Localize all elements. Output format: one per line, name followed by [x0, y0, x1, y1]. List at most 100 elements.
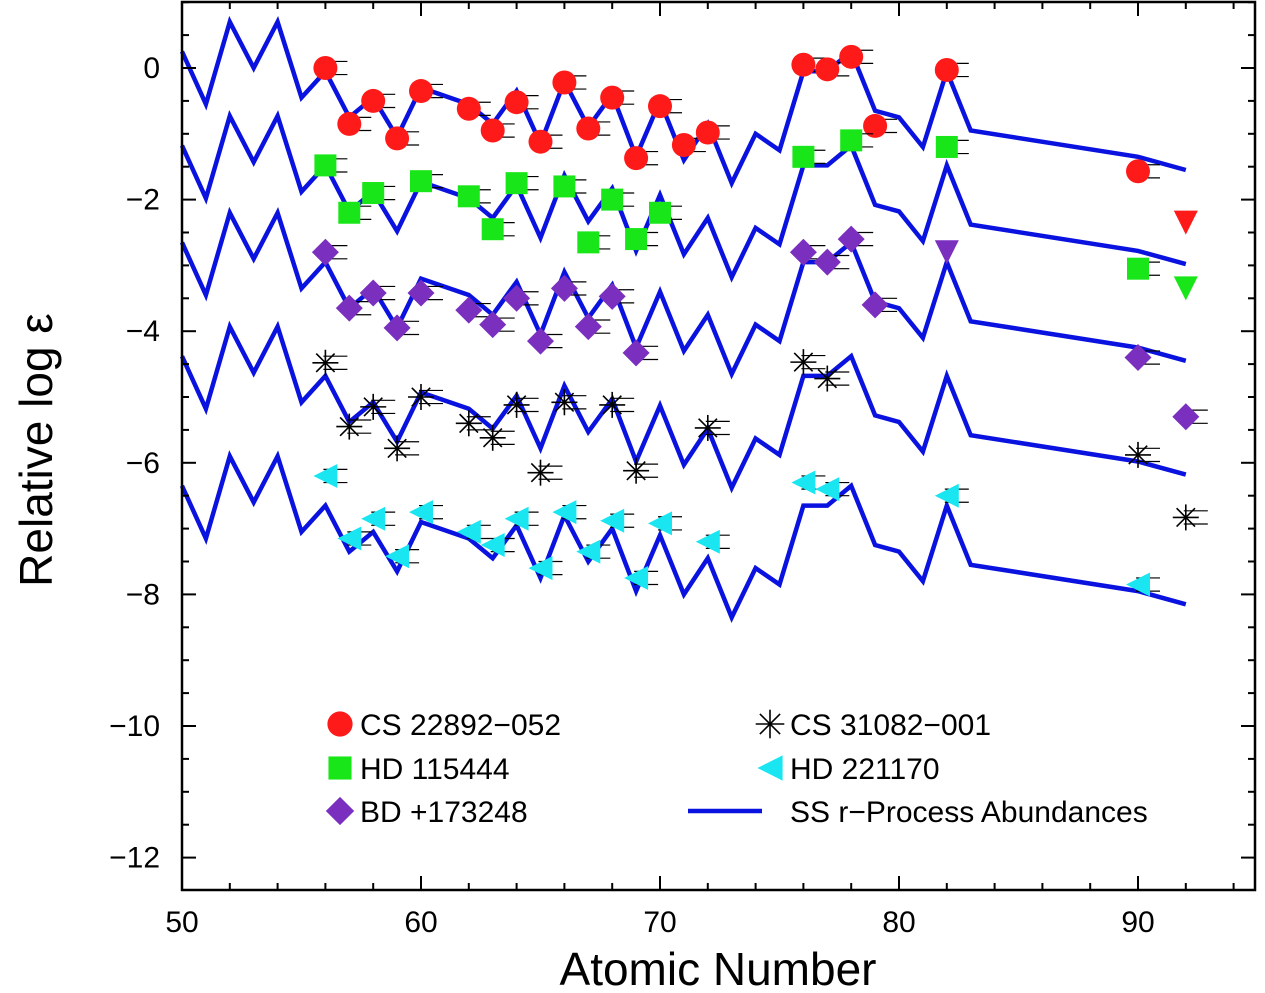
- y-tick-label: −6: [126, 447, 160, 480]
- data-point: [335, 294, 363, 322]
- data-point: [624, 146, 649, 171]
- data-point: [456, 519, 481, 544]
- data-point: [457, 185, 480, 208]
- upper-limit-point: [934, 240, 959, 265]
- data-point: [385, 126, 410, 151]
- data-point: [336, 413, 363, 440]
- x-tick-label: 90: [1121, 906, 1154, 939]
- y-tick-label: −2: [126, 184, 160, 217]
- data-point: [577, 231, 600, 254]
- y-tick-label: −4: [126, 315, 160, 348]
- data-point: [935, 135, 958, 158]
- legend-marker: [757, 755, 783, 781]
- data-point: [314, 154, 337, 177]
- data-point: [480, 533, 505, 558]
- axis-ticks: 50 60 70 80 90 0 −2 −4 −6 −8 −10 −12: [109, 1, 1255, 939]
- data-point: [574, 313, 602, 341]
- data-point: [623, 457, 650, 484]
- x-tick-label: 50: [165, 906, 198, 939]
- data-point: [528, 556, 553, 581]
- data-point: [1125, 441, 1151, 468]
- data-point: [648, 94, 672, 119]
- data-point: [552, 70, 577, 95]
- data-point: [792, 145, 815, 168]
- data-point: [505, 172, 528, 195]
- data-point: [1126, 572, 1150, 597]
- legend-entry: SS r−Process Abundances: [688, 796, 1148, 829]
- data-point: [313, 56, 338, 80]
- legend-entry: HD 115444: [328, 753, 510, 786]
- legend-label: CS 22892−052: [360, 709, 561, 742]
- ss-rprocess-line: [179, 450, 1187, 623]
- data-point: [600, 85, 625, 110]
- data-point: [598, 282, 626, 310]
- data-point: [479, 424, 506, 451]
- legend-entry: CS 31082−001: [755, 709, 991, 742]
- legend-entry: HD 221170: [757, 753, 940, 786]
- plot-area: [179, 15, 1208, 623]
- legend-marker: [327, 711, 353, 737]
- data-point: [934, 57, 959, 82]
- data-point: [360, 393, 387, 420]
- data-point: [837, 225, 865, 253]
- data-point: [504, 506, 529, 531]
- data-point: [551, 389, 578, 416]
- y-tick-label: −12: [109, 842, 160, 875]
- x-axis-label: Atomic Number: [560, 943, 877, 993]
- legend-entry: BD +173248: [325, 796, 528, 829]
- data-point: [311, 238, 339, 266]
- data-point: [385, 544, 410, 569]
- data-point: [479, 311, 507, 339]
- x-tick-label: 70: [643, 906, 676, 939]
- data-point: [671, 132, 696, 157]
- data-point: [407, 279, 435, 307]
- data-point: [624, 565, 649, 590]
- data-point: [480, 118, 505, 143]
- data-point: [455, 296, 483, 324]
- data-point: [313, 463, 338, 488]
- data-point: [359, 279, 387, 307]
- data-point: [527, 327, 554, 355]
- data-point: [863, 113, 888, 138]
- data-point: [576, 539, 601, 564]
- data-point: [813, 248, 841, 276]
- legend-label: HD 115444: [360, 753, 510, 786]
- data-point: [384, 435, 411, 462]
- data-point: [503, 284, 531, 312]
- data-point: [600, 508, 625, 533]
- data-point: [409, 79, 433, 104]
- data-point: [790, 349, 817, 376]
- data-point: [815, 477, 840, 502]
- data-point: [1124, 344, 1152, 372]
- legend-marker: [755, 709, 785, 739]
- data-point: [312, 349, 339, 376]
- data-point: [527, 459, 554, 486]
- data-point: [503, 391, 530, 418]
- data-point: [789, 238, 817, 266]
- data-point: [840, 129, 863, 152]
- data-point: [791, 470, 816, 495]
- data-point: [361, 88, 386, 113]
- upper-limit-point: [1173, 276, 1198, 301]
- legend-label: SS r−Process Abundances: [790, 796, 1148, 829]
- legend-entry: CS 22892−052: [327, 709, 561, 742]
- data-point: [337, 111, 362, 136]
- data-point: [408, 384, 434, 410]
- data-point: [625, 228, 648, 251]
- data-point: [815, 57, 840, 82]
- data-point: [410, 170, 432, 193]
- x-tick-label: 60: [404, 906, 437, 939]
- legend-label: BD +173248: [360, 796, 528, 829]
- legend-marker: [328, 756, 352, 780]
- data-point: [814, 365, 841, 392]
- upper-limit-point: [1173, 210, 1198, 235]
- data-point: [1172, 403, 1200, 431]
- legend-marker: [325, 796, 355, 826]
- data-point: [409, 500, 433, 525]
- data-point: [934, 483, 959, 508]
- data-point: [694, 414, 721, 441]
- data-point: [622, 339, 650, 367]
- data-point: [599, 391, 626, 418]
- data-point: [861, 291, 889, 319]
